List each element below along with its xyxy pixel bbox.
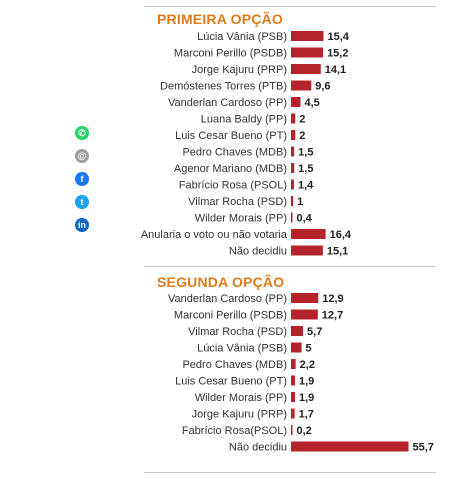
category-label: Fabrício Rosa (PSOL) [179, 180, 287, 192]
category-label: Vanderlan Cardoso (PP) [168, 293, 287, 305]
bar [291, 342, 302, 353]
value-label: 2,2 [300, 359, 315, 371]
bar [291, 64, 321, 74]
value-label: 12,9 [322, 293, 343, 305]
category-label: Wilder Morais (PP) [195, 213, 287, 225]
twitter-icon[interactable]: t [75, 195, 89, 209]
value-label: 12,7 [322, 310, 343, 322]
chart-title-segunda: SEGUNDA OPÇÃO [157, 274, 285, 290]
category-label: Não decidiu [229, 442, 287, 454]
category-label: Pedro Chaves (MDB) [182, 359, 287, 371]
value-label: 0,4 [297, 213, 313, 225]
bar [291, 130, 296, 140]
category-label: Vilmar Rocha (PSD) [188, 196, 287, 208]
category-label: Luis Cesar Bueno (PT) [175, 376, 287, 388]
category-label: Lúcia Vânia (PSB) [197, 343, 287, 355]
value-label: 15,4 [327, 31, 349, 43]
value-label: 5 [306, 343, 312, 355]
category-label: Vanderlan Cardoso (PP) [168, 97, 287, 109]
value-label: 1 [297, 196, 303, 208]
value-label: 1,9 [299, 376, 314, 388]
share-bar: ✆ @ f t in [75, 126, 91, 241]
bar [291, 326, 304, 336]
value-label: 15,1 [327, 246, 348, 258]
bar [291, 146, 295, 157]
bar [291, 113, 296, 124]
bar [291, 293, 319, 303]
bar [291, 31, 324, 41]
bar [291, 441, 409, 452]
bar [291, 47, 324, 58]
linkedin-icon[interactable]: in [75, 218, 89, 232]
bar [291, 245, 323, 256]
value-label: 16,4 [330, 229, 352, 241]
facebook-icon[interactable]: f [75, 172, 89, 186]
value-label: 2 [299, 130, 305, 142]
bar [291, 375, 296, 386]
value-label: 5,7 [307, 326, 322, 338]
bar [291, 80, 312, 91]
category-label: Demóstenes Torres (PTB) [160, 81, 287, 93]
value-label: 4,5 [304, 97, 319, 109]
value-label: 55,7 [413, 442, 434, 454]
bar [291, 309, 318, 320]
category-label: Vilmar Rocha (PSD) [188, 326, 287, 338]
middle-divider [144, 266, 436, 267]
category-label: Marconi Perillo (PSDB) [174, 48, 287, 60]
value-label: 9,6 [315, 81, 330, 93]
category-label: Jorge Kajuru (PRP) [192, 64, 287, 76]
value-label: 1,9 [299, 392, 314, 404]
email-icon[interactable]: @ [75, 149, 89, 163]
bar [291, 97, 301, 107]
category-label: Não decidiu [229, 246, 287, 258]
top-divider [144, 6, 436, 7]
category-label: Jorge Kajuru (PRP) [192, 409, 287, 421]
bar [291, 163, 295, 173]
value-label: 1,7 [299, 409, 314, 421]
category-label: Luis Cesar Bueno (PT) [175, 130, 287, 142]
bar [291, 408, 295, 419]
category-label: Pedro Chaves (MDB) [182, 147, 287, 159]
whatsapp-icon[interactable]: ✆ [75, 126, 89, 140]
category-label: Lúcia Vânia (PSB) [197, 31, 287, 43]
category-label: Marconi Perillo (PSDB) [174, 310, 287, 322]
value-label: 14,1 [325, 64, 346, 76]
category-label: Anularia o voto ou não votaria [141, 229, 288, 241]
value-label: 1,5 [298, 147, 313, 159]
value-label: 2 [299, 114, 305, 126]
bottom-divider [144, 472, 436, 473]
bar [291, 179, 294, 190]
category-label: Luana Baldy (PP) [201, 114, 287, 126]
chart-title-primeira: PRIMEIRA OPÇÃO [157, 11, 283, 27]
category-label: Agenor Mariano (MDB) [174, 163, 287, 175]
bar [291, 229, 326, 239]
category-label: Fabrício Rosa(PSOL) [182, 425, 287, 437]
category-label: Wilder Morais (PP) [195, 392, 287, 404]
bar [291, 212, 293, 223]
value-label: 1,5 [298, 163, 313, 175]
value-label: 15,2 [327, 48, 348, 60]
bar [291, 359, 296, 369]
value-label: 0,2 [297, 425, 312, 437]
bar [291, 392, 296, 402]
value-label: 1,4 [298, 180, 314, 192]
bar [291, 425, 293, 435]
bar [291, 196, 294, 206]
